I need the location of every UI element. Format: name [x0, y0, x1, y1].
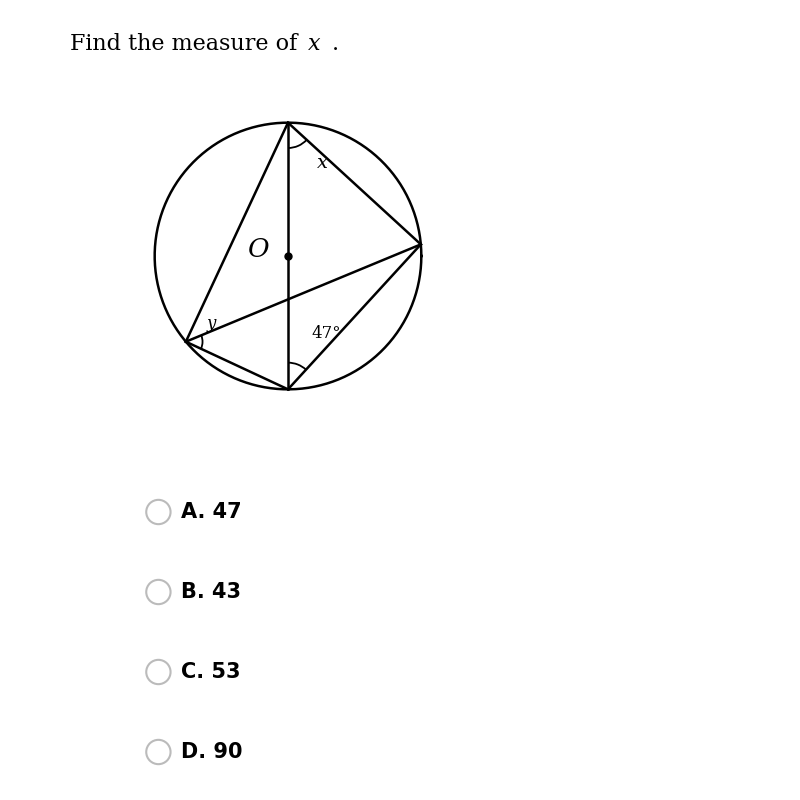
Text: Find the measure of: Find the measure of [70, 33, 304, 55]
Text: x: x [317, 154, 328, 172]
Text: O: O [248, 237, 270, 262]
Text: B. 43: B. 43 [181, 582, 241, 602]
Text: D. 90: D. 90 [181, 742, 242, 762]
Text: .: . [332, 33, 339, 55]
Text: y: y [206, 314, 216, 331]
Text: 47°: 47° [312, 325, 342, 342]
Text: C. 53: C. 53 [181, 662, 240, 682]
Text: A. 47: A. 47 [181, 502, 242, 522]
Text: x: x [308, 33, 321, 55]
Text: Question Progress: Question Progress [667, 347, 681, 469]
Text: ▲: ▲ [669, 202, 679, 214]
